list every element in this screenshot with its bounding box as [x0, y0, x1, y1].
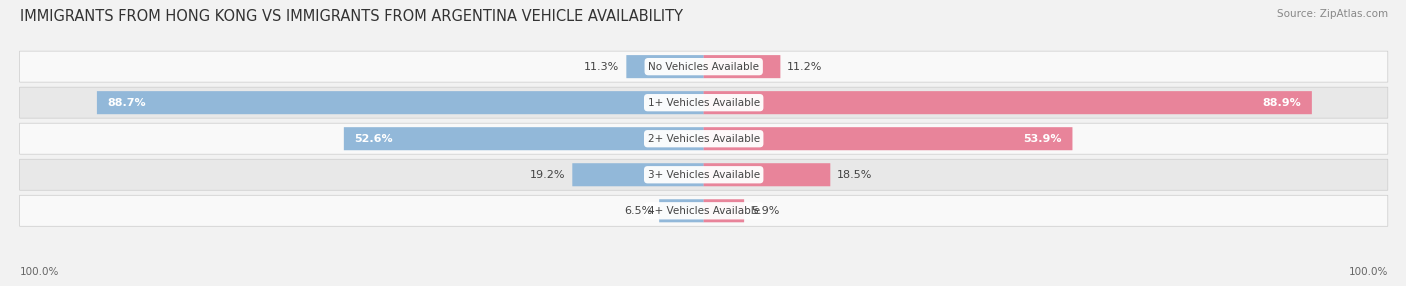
- Text: 11.3%: 11.3%: [585, 62, 620, 72]
- Text: 4+ Vehicles Available: 4+ Vehicles Available: [648, 206, 759, 216]
- Text: 5.9%: 5.9%: [751, 206, 779, 216]
- FancyBboxPatch shape: [703, 199, 744, 222]
- Text: 6.5%: 6.5%: [624, 206, 652, 216]
- Text: 100.0%: 100.0%: [1348, 267, 1388, 277]
- FancyBboxPatch shape: [703, 91, 1312, 114]
- Text: 53.9%: 53.9%: [1024, 134, 1062, 144]
- FancyBboxPatch shape: [572, 163, 704, 186]
- Text: 1+ Vehicles Available: 1+ Vehicles Available: [648, 98, 759, 108]
- FancyBboxPatch shape: [20, 159, 1388, 190]
- Text: 18.5%: 18.5%: [837, 170, 873, 180]
- FancyBboxPatch shape: [659, 199, 704, 222]
- Text: 88.9%: 88.9%: [1263, 98, 1302, 108]
- FancyBboxPatch shape: [703, 55, 780, 78]
- Text: No Vehicles Available: No Vehicles Available: [648, 62, 759, 72]
- Text: 19.2%: 19.2%: [530, 170, 565, 180]
- Text: 2+ Vehicles Available: 2+ Vehicles Available: [648, 134, 759, 144]
- FancyBboxPatch shape: [20, 51, 1388, 82]
- FancyBboxPatch shape: [20, 195, 1388, 226]
- FancyBboxPatch shape: [703, 163, 831, 186]
- FancyBboxPatch shape: [20, 87, 1388, 118]
- FancyBboxPatch shape: [344, 127, 704, 150]
- FancyBboxPatch shape: [626, 55, 704, 78]
- Text: 11.2%: 11.2%: [787, 62, 823, 72]
- Text: 52.6%: 52.6%: [354, 134, 392, 144]
- FancyBboxPatch shape: [97, 91, 704, 114]
- Text: Source: ZipAtlas.com: Source: ZipAtlas.com: [1277, 9, 1388, 19]
- Text: IMMIGRANTS FROM HONG KONG VS IMMIGRANTS FROM ARGENTINA VEHICLE AVAILABILITY: IMMIGRANTS FROM HONG KONG VS IMMIGRANTS …: [20, 9, 683, 23]
- Text: 100.0%: 100.0%: [20, 267, 59, 277]
- Text: 3+ Vehicles Available: 3+ Vehicles Available: [648, 170, 759, 180]
- Text: 88.7%: 88.7%: [107, 98, 146, 108]
- FancyBboxPatch shape: [703, 127, 1073, 150]
- FancyBboxPatch shape: [20, 123, 1388, 154]
